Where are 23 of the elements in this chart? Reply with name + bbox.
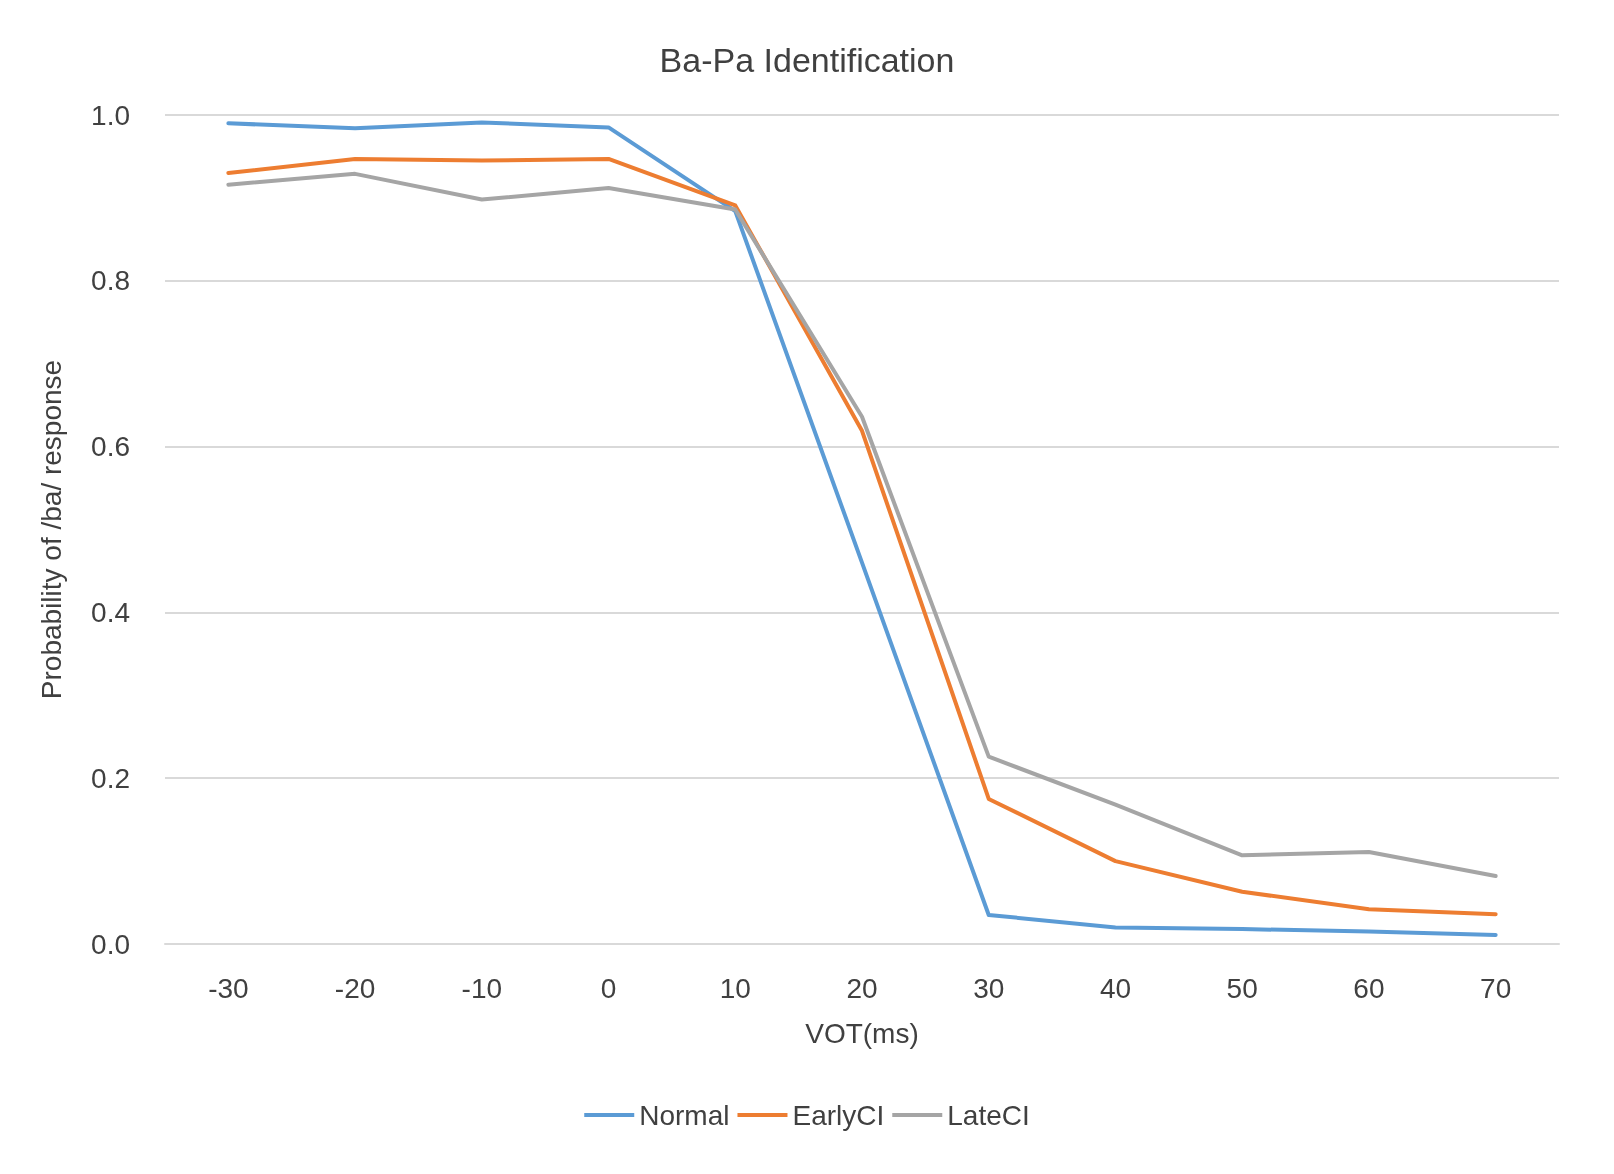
x-tick-label: -20	[334, 972, 376, 1004]
y-axis-title: Probability of /ba/ response	[35, 359, 67, 700]
legend-label: EarlyCI	[792, 1099, 885, 1131]
y-tick-label: 0.2	[91, 762, 130, 794]
y-tick-label: 0.0	[91, 928, 130, 960]
x-tick-label: 30	[973, 972, 1005, 1004]
y-tick-label: 0.4	[91, 596, 130, 628]
x-tick-label: -30	[208, 972, 249, 1004]
y-tick-label: 0.6	[91, 431, 130, 463]
x-tick-label: 20	[846, 972, 878, 1004]
chart-title: Ba-Pa Identification	[659, 41, 955, 79]
x-tick-label: 60	[1353, 972, 1385, 1004]
x-tick-label: 10	[719, 972, 751, 1004]
legend-label: Normal	[639, 1099, 730, 1131]
x-axis-title: VOT(ms)	[805, 1017, 919, 1049]
x-tick-label: 0	[600, 972, 617, 1004]
x-tick-label: 50	[1226, 972, 1258, 1004]
x-tick-label: -10	[461, 972, 503, 1004]
legend-label: LateCI	[947, 1099, 1030, 1131]
y-tick-label: 1.0	[91, 99, 130, 131]
y-tick-label: 0.8	[91, 265, 130, 297]
x-tick-label: 70	[1480, 972, 1512, 1004]
x-tick-label: 40	[1099, 972, 1132, 1004]
